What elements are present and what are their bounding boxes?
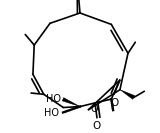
Text: O: O: [93, 121, 101, 131]
Polygon shape: [120, 90, 135, 99]
Text: HO: HO: [44, 108, 59, 118]
Polygon shape: [62, 98, 80, 107]
Text: HO: HO: [46, 94, 61, 104]
Text: O: O: [90, 104, 98, 114]
Text: O: O: [110, 98, 118, 108]
